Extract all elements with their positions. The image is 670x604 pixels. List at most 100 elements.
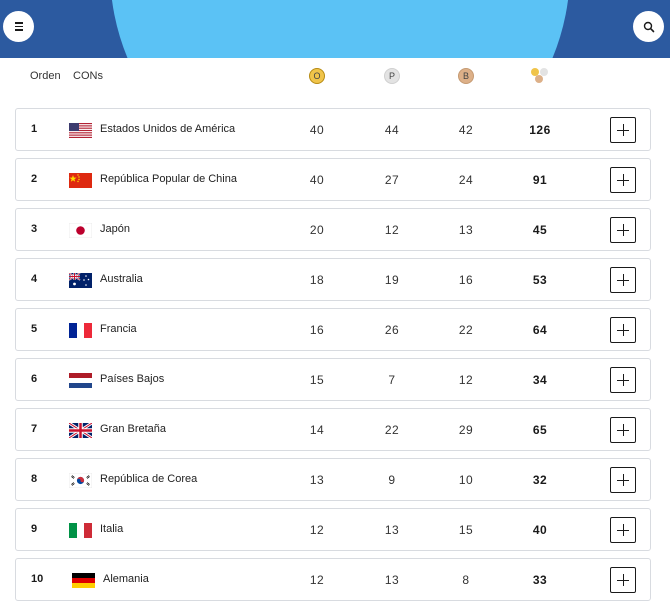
menu-icon [14, 22, 23, 31]
australia-flag [69, 273, 92, 288]
bronze-medal-icon[interactable]: B [458, 68, 474, 84]
silver-count: 13 [384, 573, 400, 587]
silver-medal-icon[interactable]: P [384, 68, 400, 84]
bronze-count: 15 [458, 523, 474, 537]
gold-count: 20 [309, 223, 325, 237]
country-name[interactable]: Japón [100, 223, 130, 235]
silver-count: 27 [384, 173, 400, 187]
china-flag [69, 173, 92, 188]
rank: 7 [31, 423, 38, 435]
expand-button[interactable] [610, 517, 636, 543]
table-header: Orden CONs O P B [0, 58, 670, 98]
rank: 5 [31, 323, 38, 335]
silver-count: 44 [384, 123, 400, 137]
country-name[interactable]: Estados Unidos de América [100, 123, 236, 135]
silver-count: 7 [388, 373, 396, 387]
country-name[interactable]: Francia [100, 323, 137, 335]
expand-button[interactable] [610, 267, 636, 293]
bronze-count: 8 [462, 573, 470, 587]
menu-button[interactable] [3, 11, 34, 42]
gold-count: 40 [309, 123, 325, 137]
rank: 2 [31, 173, 38, 185]
table-row[interactable]: 9 Italia 12 13 15 40 [15, 508, 651, 551]
table-row[interactable]: 10 Alemania 12 13 8 33 [15, 558, 651, 601]
usa-flag [69, 123, 92, 138]
table-row[interactable]: 3 Japón 20 12 13 45 [15, 208, 651, 251]
gold-count: 12 [309, 573, 325, 587]
table-row[interactable]: 8 República de Corea 13 9 10 32 [15, 458, 651, 501]
expand-button[interactable] [610, 117, 636, 143]
gold-count: 15 [309, 373, 325, 387]
table-row[interactable]: 2 República Popular de China 40 27 24 91 [15, 158, 651, 201]
table-row[interactable]: 6 Países Bajos 15 7 12 34 [15, 358, 651, 401]
total-count: 53 [532, 273, 548, 287]
bronze-count: 42 [458, 123, 474, 137]
bronze-count: 16 [458, 273, 474, 287]
rank: 6 [31, 373, 38, 385]
total-medals-icon[interactable] [531, 68, 551, 86]
country-name[interactable]: Alemania [103, 573, 149, 585]
japan-flag [69, 223, 92, 238]
expand-button[interactable] [610, 167, 636, 193]
total-count: 65 [532, 423, 548, 437]
search-button[interactable] [633, 11, 664, 42]
expand-button[interactable] [610, 467, 636, 493]
germany-flag [72, 573, 95, 588]
total-count: 126 [529, 123, 551, 137]
column-order[interactable]: Orden [30, 70, 61, 82]
italy-flag [69, 523, 92, 538]
total-count: 34 [532, 373, 548, 387]
gold-count: 16 [309, 323, 325, 337]
country-name[interactable]: República de Corea [100, 473, 198, 485]
bronze-count: 22 [458, 323, 474, 337]
expand-button[interactable] [610, 317, 636, 343]
country-name[interactable]: República Popular de China [100, 173, 237, 185]
bronze-count: 12 [458, 373, 474, 387]
table-row[interactable]: 5 Francia 16 26 22 64 [15, 308, 651, 351]
expand-button[interactable] [610, 367, 636, 393]
gold-count: 14 [309, 423, 325, 437]
silver-count: 26 [384, 323, 400, 337]
total-count: 64 [532, 323, 548, 337]
column-cons[interactable]: CONs [73, 70, 103, 82]
top-bar [0, 0, 670, 58]
france-flag [69, 323, 92, 338]
rank: 9 [31, 523, 38, 535]
korea-flag [69, 473, 92, 488]
header-arc-decoration [110, 0, 570, 58]
gold-count: 12 [309, 523, 325, 537]
gold-count: 13 [309, 473, 325, 487]
search-icon [643, 21, 654, 32]
country-name[interactable]: Gran Bretaña [100, 423, 167, 435]
rank: 3 [31, 223, 38, 235]
rank: 4 [31, 273, 38, 285]
bronze-count: 24 [458, 173, 474, 187]
silver-count: 9 [388, 473, 396, 487]
bronze-count: 10 [458, 473, 474, 487]
total-count: 32 [532, 473, 548, 487]
total-count: 40 [532, 523, 548, 537]
silver-count: 12 [384, 223, 400, 237]
total-count: 91 [532, 173, 548, 187]
bronze-count: 29 [458, 423, 474, 437]
bronze-count: 13 [458, 223, 474, 237]
expand-button[interactable] [610, 217, 636, 243]
rank: 1 [31, 123, 38, 135]
rank: 10 [31, 573, 44, 585]
expand-button[interactable] [610, 417, 636, 443]
medal-table: Orden CONs O P B 1 Estados Unidos de Amér… [0, 58, 670, 604]
silver-count: 19 [384, 273, 400, 287]
silver-count: 22 [384, 423, 400, 437]
table-row[interactable]: 7 Gran Bretaña 14 22 29 65 [15, 408, 651, 451]
netherlands-flag [69, 373, 92, 388]
table-row[interactable]: 1 Estados Unidos de América 40 44 42 126 [15, 108, 651, 151]
country-name[interactable]: Países Bajos [100, 373, 165, 385]
table-row[interactable]: 4 Australia 18 19 16 53 [15, 258, 651, 301]
gold-count: 18 [309, 273, 325, 287]
country-name[interactable]: Italia [100, 523, 124, 535]
gold-medal-icon[interactable]: O [309, 68, 325, 84]
country-name[interactable]: Australia [100, 273, 143, 285]
total-count: 45 [532, 223, 548, 237]
expand-button[interactable] [610, 567, 636, 593]
rank: 8 [31, 473, 38, 485]
